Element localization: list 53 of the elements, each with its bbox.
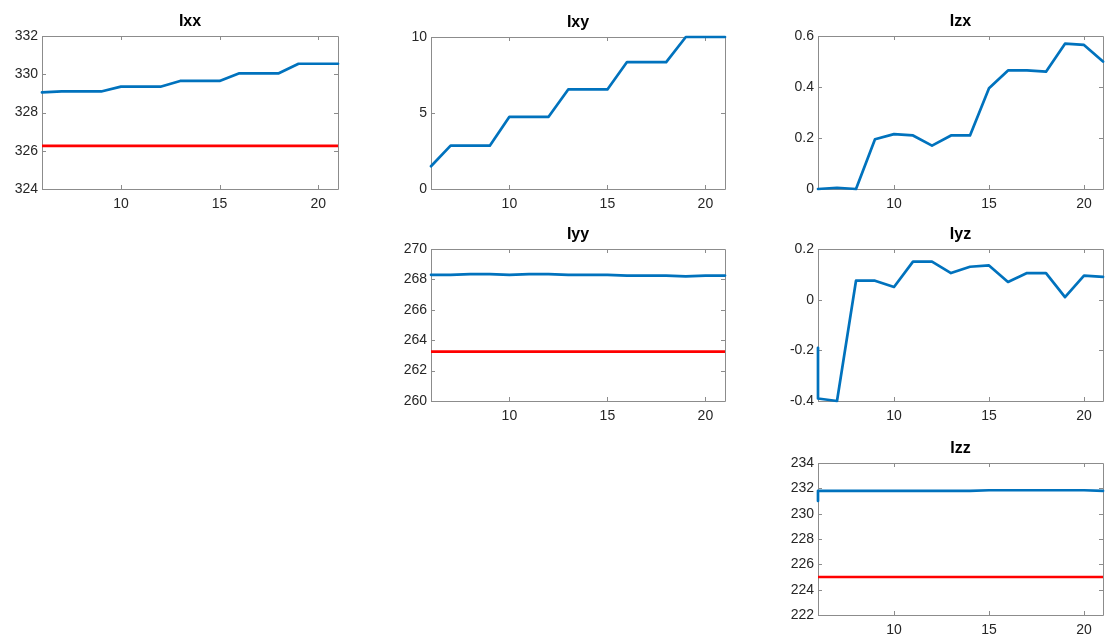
x-tick-label: 10: [501, 407, 517, 424]
y-tick-label: 222: [790, 606, 815, 623]
chart-title: Iyy: [566, 225, 589, 243]
x-tick-label: 20: [1076, 621, 1092, 638]
y-tick-label: 326: [14, 141, 39, 158]
y-tick-label: 328: [14, 103, 39, 120]
y-tick-label: 232: [790, 479, 815, 496]
y-tick-label: 0: [806, 179, 815, 196]
x-tick-label: 20: [697, 194, 713, 211]
y-tick-label: 224: [790, 580, 815, 597]
y-tick-label: 264: [403, 331, 427, 348]
chart-title: Iyz: [949, 225, 972, 243]
y-tick-label: -0.4: [789, 392, 815, 409]
y-tick-label: 332: [14, 26, 39, 43]
y-tick-label: 230: [790, 504, 815, 521]
x-tick-label: 15: [981, 195, 997, 212]
x-tick-label: 15: [599, 407, 615, 424]
x-tick-label: 15: [211, 195, 228, 212]
x-tick-label: 20: [310, 195, 327, 212]
y-tick-label: 234: [790, 454, 815, 471]
x-tick-label: 10: [886, 407, 902, 424]
x-tick-label: 10: [113, 195, 129, 212]
y-tick-label: 260: [403, 392, 427, 409]
x-tick-label: 10: [501, 194, 517, 211]
y-tick-label: 270: [403, 240, 427, 257]
x-tick-label: 20: [697, 407, 713, 424]
y-tick-label: 330: [14, 65, 39, 82]
chart-title: Ixx: [178, 12, 202, 30]
x-tick-label: 10: [886, 195, 902, 212]
x-tick-label: 15: [981, 407, 997, 424]
y-tick-label: 268: [403, 270, 427, 287]
x-tick-label: 20: [1076, 407, 1092, 424]
y-tick-label: 0.6: [794, 26, 815, 43]
x-tick-label: 20: [1076, 195, 1092, 212]
y-tick-label: 266: [403, 300, 427, 317]
y-tick-label: 0.2: [794, 128, 815, 145]
y-tick-label: 0.4: [794, 77, 815, 94]
chart-title: Izx: [949, 12, 972, 30]
y-tick-label: 5: [418, 103, 427, 120]
y-tick-label: 10: [411, 27, 427, 44]
chart-title: Izz: [950, 439, 971, 457]
x-tick-label: 15: [599, 194, 615, 211]
y-tick-label: 0: [806, 290, 815, 307]
y-tick-label: 226: [790, 555, 815, 572]
y-tick-label: 0.2: [794, 240, 815, 257]
chart-title: Ixy: [566, 12, 589, 30]
y-tick-label: 228: [790, 530, 815, 547]
y-tick-label: 324: [14, 179, 39, 196]
x-tick-label: 15: [981, 621, 997, 638]
x-tick-label: 10: [886, 621, 902, 638]
y-tick-label: 262: [403, 361, 427, 378]
y-tick-label: 0: [418, 179, 427, 196]
y-tick-label: -0.2: [789, 341, 815, 358]
